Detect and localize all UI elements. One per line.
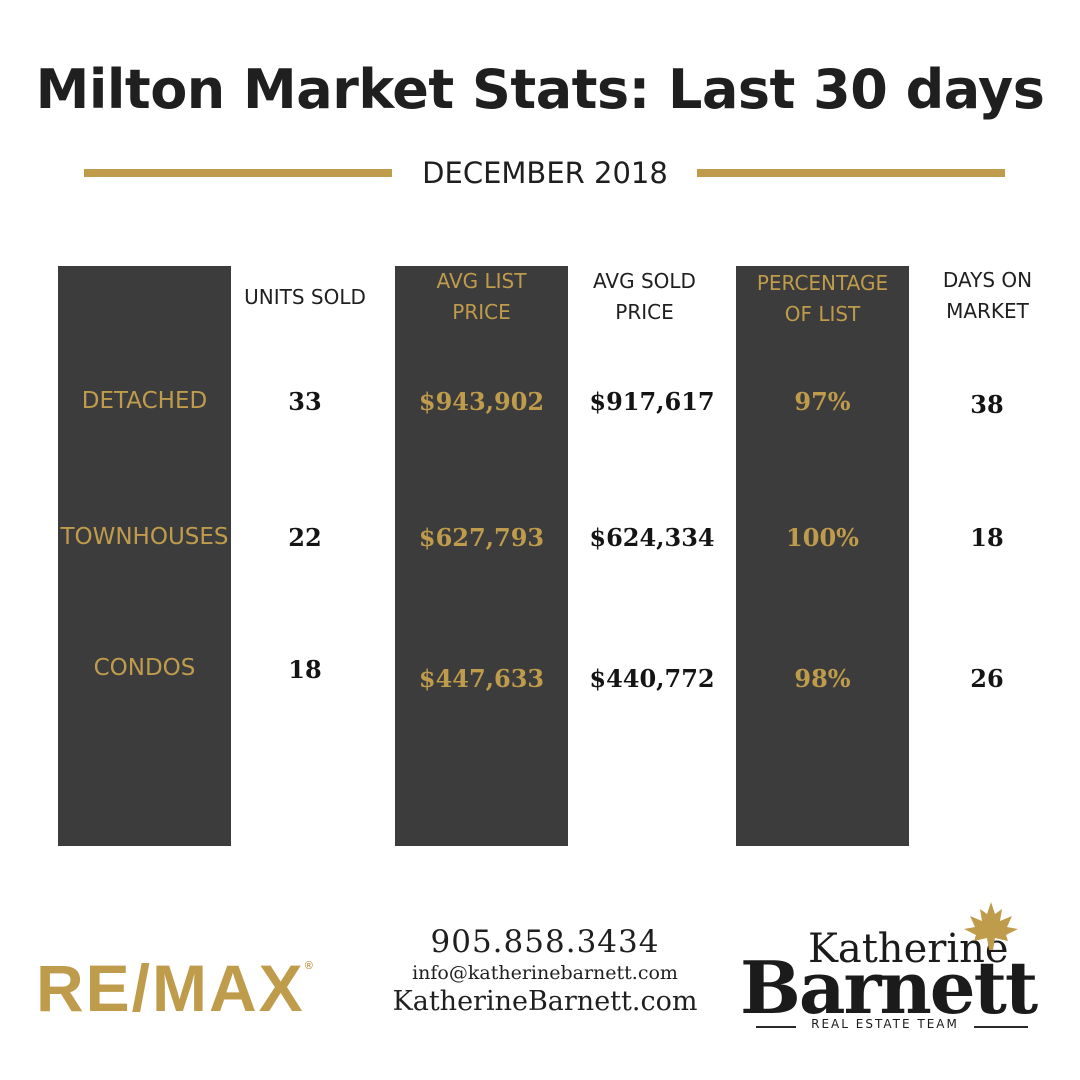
divider-left — [84, 169, 392, 177]
header-percentage-of-list-line1: PERCENTAGE — [756, 271, 889, 295]
days-on-market-detached: 38 — [970, 390, 1004, 419]
brand-rule-right — [974, 1026, 1028, 1028]
remax-registered-mark: ® — [304, 960, 313, 972]
header-units-sold: UNITS SOLD — [244, 285, 366, 309]
header-avg-sold-price: AVG SOLD PRICE — [572, 266, 717, 328]
header-percentage-of-list: PERCENTAGE OF LIST — [736, 268, 909, 330]
avg-sold-price-condos: $440,772 — [589, 664, 715, 693]
avg-list-price-detached: $943,902 — [418, 387, 545, 416]
header-days-on-market: DAYS ON MARKET — [915, 265, 1060, 327]
header-avg-list-price-line1: AVG LIST — [436, 269, 527, 293]
row-label-detached: DETACHED — [81, 388, 208, 414]
avg-list-price-condos: $447,633 — [418, 664, 545, 693]
maple-leaf-icon — [960, 900, 1022, 957]
property-type-column — [58, 266, 231, 846]
header-days-on-market-line2: MARKET — [946, 299, 1029, 323]
percentage-of-list-condos: 98% — [794, 664, 851, 693]
days-on-market-townhouses: 18 — [970, 523, 1004, 552]
header-avg-list-price: AVG LIST PRICE — [395, 266, 568, 328]
page-subtitle: DECEMBER 2018 — [422, 156, 668, 190]
brand-last-name: Barnett — [740, 945, 1038, 1030]
units-sold-townhouses: 22 — [288, 523, 322, 552]
row-label-condos: CONDOS — [93, 655, 196, 681]
row-label-townhouses: TOWNHOUSES — [60, 524, 229, 550]
avg-sold-price-townhouses: $624,334 — [589, 523, 715, 552]
remax-logo: RE/MAX® — [36, 950, 313, 1026]
contact-website: KatherineBarnett.com — [392, 986, 698, 1017]
percentage-of-list-column — [736, 266, 909, 846]
contact-email: info@katherinebarnett.com — [412, 962, 678, 984]
avg-list-price-column — [395, 266, 568, 846]
brand-rule-left — [756, 1026, 796, 1028]
units-sold-detached: 33 — [288, 387, 322, 416]
contact-phone: 905.858.3434 — [430, 924, 660, 960]
days-on-market-condos: 26 — [970, 664, 1004, 693]
header-percentage-of-list-line2: OF LIST — [784, 302, 861, 326]
header-avg-sold-price-line2: PRICE — [615, 300, 674, 324]
brand-tagline: REAL ESTATE TEAM — [811, 1017, 959, 1031]
page-title: Milton Market Stats: Last 30 days — [35, 58, 1045, 121]
divider-right — [697, 169, 1005, 177]
percentage-of-list-detached: 97% — [794, 387, 851, 416]
percentage-of-list-townhouses: 100% — [786, 523, 859, 552]
units-sold-condos: 18 — [288, 655, 322, 684]
header-days-on-market-line1: DAYS ON — [942, 268, 1033, 292]
remax-logo-text: RE/MAX — [36, 951, 305, 1025]
header-avg-sold-price-line1: AVG SOLD — [593, 269, 696, 293]
avg-sold-price-detached: $917,617 — [589, 387, 715, 416]
header-avg-list-price-line2: PRICE — [452, 300, 511, 324]
avg-list-price-townhouses: $627,793 — [418, 523, 545, 552]
